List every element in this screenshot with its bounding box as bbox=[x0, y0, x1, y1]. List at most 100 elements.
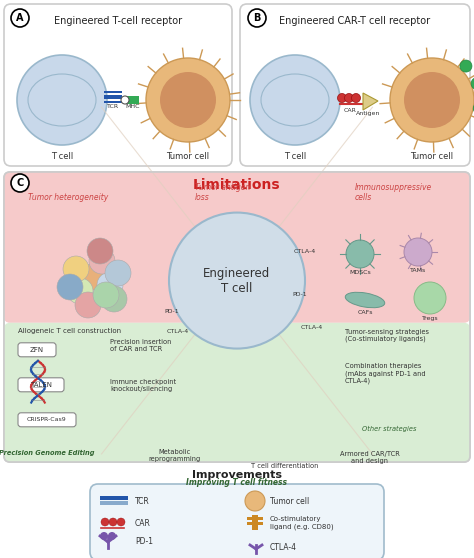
Circle shape bbox=[245, 491, 265, 511]
Text: CAFs: CAFs bbox=[357, 310, 373, 315]
Text: MDSCs: MDSCs bbox=[349, 270, 371, 275]
FancyBboxPatch shape bbox=[4, 172, 470, 462]
Circle shape bbox=[89, 248, 115, 274]
Circle shape bbox=[390, 58, 474, 142]
FancyBboxPatch shape bbox=[4, 323, 470, 462]
Text: CTLA-4: CTLA-4 bbox=[294, 248, 316, 253]
FancyBboxPatch shape bbox=[90, 484, 384, 558]
Text: T cell: T cell bbox=[284, 152, 306, 161]
Circle shape bbox=[215, 235, 245, 265]
Circle shape bbox=[229, 214, 259, 244]
Text: Tumor-sensing strategies
(Co-stimulatory ligands): Tumor-sensing strategies (Co-stimulatory… bbox=[345, 329, 429, 342]
Text: Antigen: Antigen bbox=[356, 111, 380, 116]
Text: Metabolic
reprogramming: Metabolic reprogramming bbox=[149, 449, 201, 462]
Circle shape bbox=[79, 264, 105, 290]
Circle shape bbox=[169, 213, 305, 349]
Text: A: A bbox=[16, 13, 24, 23]
Circle shape bbox=[97, 272, 123, 298]
Text: CTLA-4: CTLA-4 bbox=[301, 325, 323, 330]
Circle shape bbox=[67, 278, 93, 304]
Text: Allogeneic T cell construction: Allogeneic T cell construction bbox=[18, 328, 121, 334]
Circle shape bbox=[473, 102, 474, 114]
Circle shape bbox=[101, 518, 109, 526]
Circle shape bbox=[11, 9, 29, 27]
Circle shape bbox=[11, 174, 29, 192]
FancyBboxPatch shape bbox=[18, 378, 64, 392]
Text: Armored CAR/TCR
and design: Armored CAR/TCR and design bbox=[340, 451, 400, 464]
Text: Tumor heterogeneity: Tumor heterogeneity bbox=[28, 193, 108, 202]
Text: C: C bbox=[17, 178, 24, 188]
Circle shape bbox=[460, 60, 472, 72]
Circle shape bbox=[471, 78, 474, 90]
Circle shape bbox=[212, 239, 242, 269]
Text: CRISPR-Cas9: CRISPR-Cas9 bbox=[27, 417, 67, 422]
Bar bbox=[100, 501, 128, 504]
Circle shape bbox=[222, 227, 252, 257]
FancyBboxPatch shape bbox=[18, 413, 76, 427]
Text: T cell: T cell bbox=[51, 152, 73, 161]
Circle shape bbox=[234, 219, 264, 249]
Circle shape bbox=[121, 96, 129, 104]
Circle shape bbox=[57, 274, 83, 300]
Text: Tumor cell: Tumor cell bbox=[270, 497, 309, 506]
Circle shape bbox=[93, 282, 119, 308]
Circle shape bbox=[87, 238, 113, 264]
Text: Tumor cell: Tumor cell bbox=[166, 152, 210, 161]
Circle shape bbox=[346, 240, 374, 268]
Polygon shape bbox=[363, 93, 378, 110]
Text: T cell differentiation: T cell differentiation bbox=[251, 463, 319, 469]
Circle shape bbox=[100, 532, 108, 540]
Text: Tumor cell: Tumor cell bbox=[410, 152, 454, 161]
Text: Improvements: Improvements bbox=[192, 470, 282, 480]
Text: CAR: CAR bbox=[135, 518, 151, 527]
Bar bbox=[127, 96, 139, 104]
Circle shape bbox=[345, 94, 354, 103]
Circle shape bbox=[404, 72, 460, 128]
Text: TALEN: TALEN bbox=[30, 382, 52, 388]
Text: Combination therapies
(mAbs against PD-1 and
CTLA-4): Combination therapies (mAbs against PD-1… bbox=[345, 363, 426, 384]
Text: PD-1: PD-1 bbox=[164, 309, 179, 314]
FancyBboxPatch shape bbox=[4, 172, 470, 323]
Circle shape bbox=[105, 260, 131, 286]
Text: TAMs: TAMs bbox=[410, 268, 426, 273]
Circle shape bbox=[108, 532, 116, 540]
Text: Engineered CAR-T cell receptor: Engineered CAR-T cell receptor bbox=[280, 16, 430, 26]
Bar bbox=[247, 522, 263, 525]
Circle shape bbox=[109, 518, 117, 526]
Text: Tregs: Tregs bbox=[422, 316, 438, 321]
Text: TCR: TCR bbox=[135, 498, 150, 507]
Circle shape bbox=[414, 282, 446, 314]
Bar bbox=[247, 517, 263, 520]
Circle shape bbox=[17, 55, 107, 145]
Text: Tumor antigen
loss: Tumor antigen loss bbox=[195, 182, 250, 202]
Circle shape bbox=[146, 58, 230, 142]
Circle shape bbox=[250, 55, 340, 145]
Circle shape bbox=[75, 292, 101, 318]
Text: MHC: MHC bbox=[126, 104, 140, 109]
Bar bbox=[104, 101, 122, 103]
Text: Engineered
T cell: Engineered T cell bbox=[203, 267, 271, 295]
Circle shape bbox=[117, 518, 125, 526]
FancyBboxPatch shape bbox=[240, 4, 470, 166]
Text: Other strategies: Other strategies bbox=[362, 426, 417, 432]
FancyBboxPatch shape bbox=[18, 343, 56, 357]
Text: Limitations: Limitations bbox=[193, 178, 281, 192]
Text: Precision Genome Editing: Precision Genome Editing bbox=[0, 450, 95, 456]
Bar bbox=[100, 496, 128, 499]
Text: Immunosuppressive
cells: Immunosuppressive cells bbox=[355, 182, 432, 202]
Text: CTLA-4: CTLA-4 bbox=[270, 543, 297, 552]
Ellipse shape bbox=[345, 292, 385, 307]
Circle shape bbox=[101, 286, 127, 312]
Bar bbox=[104, 95, 122, 99]
Text: Immune checkpoint
knockout/silencing: Immune checkpoint knockout/silencing bbox=[110, 379, 176, 392]
Text: Precision insertion
of CAR and TCR: Precision insertion of CAR and TCR bbox=[110, 339, 172, 352]
FancyBboxPatch shape bbox=[4, 4, 232, 166]
Circle shape bbox=[63, 256, 89, 282]
Bar bbox=[252, 515, 258, 530]
Text: TCR: TCR bbox=[107, 104, 119, 109]
Text: Engineered T-cell receptor: Engineered T-cell receptor bbox=[54, 16, 182, 26]
Text: PD-1: PD-1 bbox=[292, 292, 307, 296]
Circle shape bbox=[236, 232, 266, 262]
Text: PD-1: PD-1 bbox=[135, 537, 153, 546]
Circle shape bbox=[160, 72, 216, 128]
